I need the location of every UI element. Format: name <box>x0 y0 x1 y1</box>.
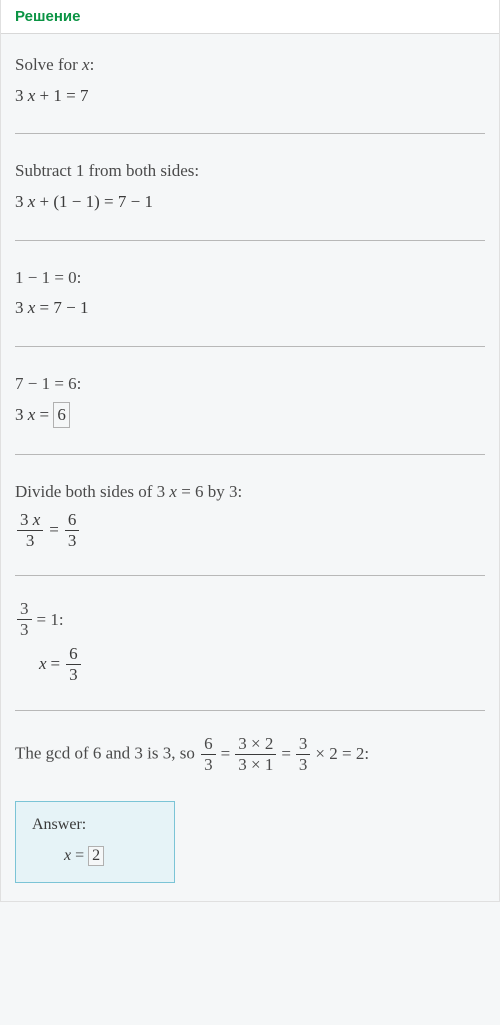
denominator: 3 <box>296 755 311 774</box>
boxed-value: 2 <box>88 846 104 866</box>
numerator: 6 <box>66 645 81 665</box>
numerator: 3 x <box>17 511 43 531</box>
denominator: 3 × 1 <box>235 755 276 774</box>
denominator: 3 <box>17 620 32 639</box>
answer-box: Answer: x = 2 <box>15 801 175 883</box>
text: Divide both sides of 3 <box>15 482 169 501</box>
text: Solve for <box>15 55 82 74</box>
step-4-eq: 3 x = 6 <box>15 402 485 428</box>
text: 3 <box>15 86 28 105</box>
step-1-eq: 3 x + 1 = 7 <box>15 84 485 108</box>
fraction: 3 × 2 3 × 1 <box>235 735 276 774</box>
step-7-desc: The gcd of 6 and 3 is 3, so 6 3 = 3 × 2 … <box>15 735 485 774</box>
answer-value: x = 2 <box>32 846 158 866</box>
step-5: Divide both sides of 3 x = 6 by 3: 3 x 3… <box>15 473 485 561</box>
denominator: 3 <box>17 531 43 550</box>
equals: = <box>71 847 88 864</box>
equals: = <box>221 741 231 767</box>
numerator: 3 <box>296 735 311 755</box>
numerator: 3 × 2 <box>235 735 276 755</box>
header-title: Решение <box>15 8 485 25</box>
text: The gcd of 6 and 3 is 3, so <box>15 743 199 762</box>
numerator: 3 <box>17 600 32 620</box>
solution-container: Решение Solve for x: 3 x + 1 = 7 Subtrac… <box>0 0 500 902</box>
divider <box>15 454 485 455</box>
denominator: 3 <box>65 531 80 550</box>
boxed-value: 6 <box>53 402 70 428</box>
text: : <box>90 55 95 74</box>
equals: = <box>281 741 291 767</box>
variable: x <box>33 510 41 529</box>
step-3-eq: 3 x = 7 − 1 <box>15 296 485 320</box>
fraction: 6 3 <box>66 645 81 684</box>
numerator: 6 <box>201 735 216 755</box>
text: 3 <box>20 510 33 529</box>
divider <box>15 133 485 134</box>
fraction: 3 3 <box>296 735 311 774</box>
step-7: The gcd of 6 and 3 is 3, so 6 3 = 3 × 2 … <box>15 729 485 792</box>
text: + 1 = 7 <box>35 86 88 105</box>
step-2-eq: 3 x + (1 − 1) = 7 − 1 <box>15 190 485 214</box>
header: Решение <box>1 0 499 34</box>
text: = 6 by 3: <box>177 482 242 501</box>
text: = 7 − 1 <box>35 298 88 317</box>
variable: x <box>82 55 90 74</box>
step-3-desc: 1 − 1 = 0: <box>15 265 485 291</box>
text: × 2 = 2: <box>315 741 369 767</box>
text: 3 <box>15 298 28 317</box>
divider <box>15 710 485 711</box>
equals: = <box>51 654 61 674</box>
divider <box>15 240 485 241</box>
fraction-rhs: 6 3 <box>65 511 80 550</box>
denominator: 3 <box>201 755 216 774</box>
fraction: 6 3 <box>201 735 216 774</box>
step-6-eq: x = 6 3 <box>15 645 485 684</box>
text: 3 <box>15 192 28 211</box>
step-5-eq: 3 x 3 = 6 3 <box>15 511 485 550</box>
divider <box>15 346 485 347</box>
step-4-desc: 7 − 1 = 6: <box>15 371 485 397</box>
text: + (1 − 1) = 7 − 1 <box>35 192 153 211</box>
step-1: Solve for x: 3 x + 1 = 7 <box>15 46 485 119</box>
step-2-desc: Subtract 1 from both sides: <box>15 158 485 184</box>
step-2: Subtract 1 from both sides: 3 x + (1 − 1… <box>15 152 485 225</box>
variable: x <box>39 654 47 674</box>
step-6: 3 3 = 1: x = 6 3 <box>15 594 485 695</box>
step-4: 7 − 1 = 6: 3 x = 6 <box>15 365 485 440</box>
text: = 1: <box>37 607 64 633</box>
equals: = <box>49 520 59 540</box>
answer-label: Answer: <box>32 816 158 834</box>
divider <box>15 575 485 576</box>
step-3: 1 − 1 = 0: 3 x = 7 − 1 <box>15 259 485 332</box>
variable: x <box>169 482 177 501</box>
text: 3 <box>15 405 28 424</box>
fraction-lhs: 3 x 3 <box>17 511 43 550</box>
step-5-desc: Divide both sides of 3 x = 6 by 3: <box>15 479 485 505</box>
step-1-desc: Solve for x: <box>15 52 485 78</box>
step-6-desc: 3 3 = 1: <box>15 600 485 639</box>
content: Solve for x: 3 x + 1 = 7 Subtract 1 from… <box>1 34 499 901</box>
fraction: 3 3 <box>17 600 32 639</box>
denominator: 3 <box>66 665 81 684</box>
numerator: 6 <box>65 511 80 531</box>
text: = <box>35 405 53 424</box>
